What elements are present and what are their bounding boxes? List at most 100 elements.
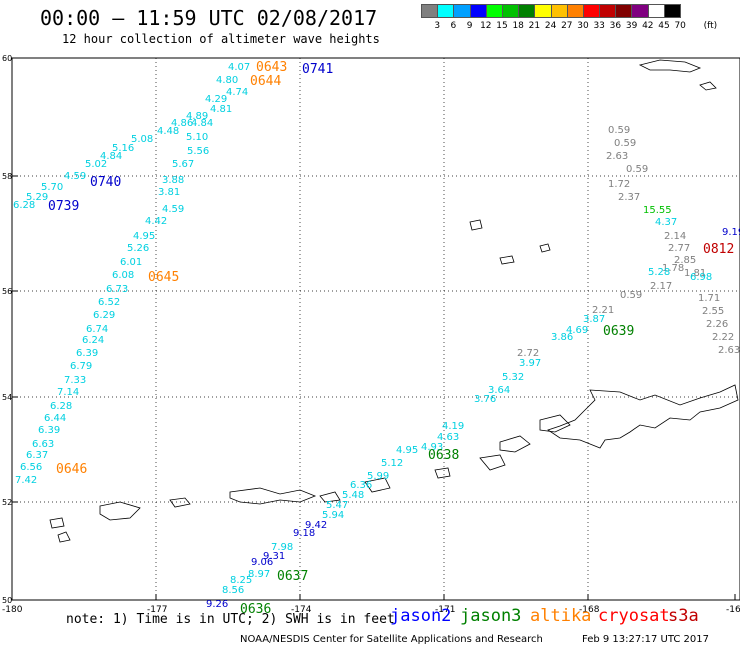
scale-label: 9 [466, 21, 473, 31]
scale-label: 42 [642, 21, 654, 31]
wave-height-label: 2.72 [517, 348, 539, 359]
wave-height-label: 6.28 [13, 200, 35, 211]
wave-height-label: 2.63 [606, 151, 628, 162]
wave-height-label: 5.32 [502, 372, 524, 383]
lon-label: -168 [579, 605, 600, 615]
wave-height-label: 4.59 [162, 204, 184, 215]
wave-height-label: 6.39 [76, 348, 98, 359]
wave-height-label: 5.47 [326, 500, 348, 511]
wave-height-label: 8.25 [230, 575, 252, 586]
wave-height-label: 9.42 [305, 520, 327, 531]
wave-height-label: 2.22 [712, 332, 734, 343]
wave-height-label: 8.97 [248, 569, 270, 580]
pass-time-label: 0812 [703, 242, 734, 257]
wave-height-label: 5.28 [648, 267, 670, 278]
wave-height-label: 6.28 [50, 401, 72, 412]
wave-height-label: 9.18 [293, 528, 315, 539]
scale-label: 30 [577, 21, 589, 31]
wave-height-label: 2.17 [650, 281, 672, 292]
lon-label: -180 [2, 605, 23, 615]
wave-height-label: 5.99 [367, 471, 389, 482]
wave-height-label: 8.56 [222, 585, 244, 596]
wave-height-label: 2.37 [618, 192, 640, 203]
satellite-jason3: jason3 [460, 606, 522, 626]
scale-label: 33 [593, 21, 605, 31]
scale-label: 27 [561, 21, 573, 31]
wave-height-label: 4.63 [437, 432, 459, 443]
lat-label: 56 [2, 287, 12, 296]
scale-label: 3 [434, 21, 441, 31]
wave-height-label: 4.69 [566, 325, 588, 336]
wave-height-label: 6.79 [70, 361, 92, 372]
wave-height-color-scale [421, 4, 681, 20]
wave-height-label: 6.37 [26, 450, 48, 461]
coastline-segment [99, 501, 141, 521]
wave-height-label: 1.81 [684, 268, 706, 279]
scale-label: 12 [480, 21, 492, 31]
footer-note: note: 1) Time is in UTC; 2) SWH is in fe… [66, 612, 395, 627]
wave-height-label: 4.89 [186, 111, 208, 122]
pass-time-label: 0643 [256, 60, 287, 75]
lat-label: 58 [2, 172, 12, 181]
wave-height-label: 4.37 [655, 217, 677, 228]
wave-height-label: 4.74 [226, 87, 248, 98]
coastline-segment [49, 517, 65, 529]
wave-height-label: 3.76 [474, 394, 496, 405]
pass-time-label: 0741 [302, 62, 333, 77]
coastline-segment [479, 454, 506, 471]
wave-height-label: 4.29 [205, 94, 227, 105]
wave-height-label: 5.02 [85, 159, 107, 170]
wave-height-label: 4.42 [145, 216, 167, 227]
wave-height-label: 5.48 [342, 490, 364, 501]
scale-label: 24 [544, 21, 557, 31]
wave-height-label: 4.80 [216, 75, 238, 86]
wave-height-label: 5.70 [41, 182, 63, 193]
pass-time-label: 0739 [48, 199, 79, 214]
wave-height-label: 6.01 [120, 257, 142, 268]
pass-time-label: 0740 [90, 175, 121, 190]
scale-unit: (ft) [703, 21, 718, 31]
scale-label: 6 [450, 21, 457, 31]
lon-label: -174 [291, 605, 312, 615]
wave-height-label: 15.55 [643, 205, 672, 216]
coastline-segment [469, 219, 483, 231]
coastline-segment [539, 414, 571, 433]
coastline [49, 59, 739, 543]
pass-time-label: 0639 [603, 324, 634, 339]
coastline-segment [169, 497, 191, 508]
coastline-segment [699, 81, 717, 91]
footer-generated-date: Feb 9 13:27:17 UTC 2017 [582, 634, 709, 645]
wave-height-label: 2.85 [674, 255, 696, 266]
wave-height-label: 2.77 [668, 243, 690, 254]
coastline-segment [57, 531, 71, 543]
wave-height-label: 0.59 [614, 138, 636, 149]
wave-height-label: 6.36 [350, 480, 372, 491]
wave-height-label: 3.81 [158, 187, 180, 198]
lon-label: -177 [147, 605, 167, 615]
scale-swatch [663, 4, 681, 18]
satellite-s3a: s3a [668, 606, 699, 626]
wave-height-label: 6.24 [82, 335, 104, 346]
wave-height-scale-labels: 3 6 9 12 15 18 21 24 27 30 33 36 39 42 45 70 (ft) [421, 21, 740, 33]
lat-lon-grid [11, 57, 740, 601]
satellite-cryosat: cryosat [598, 606, 670, 626]
wave-height-label: 2.63 [718, 345, 740, 356]
footer-credit: NOAA/NESDIS Center for Satellite Applica… [240, 634, 543, 645]
wave-height-label: 6.56 [20, 462, 42, 473]
wave-height-label: 6.39 [38, 425, 60, 436]
wave-height-label: 6.63 [32, 439, 54, 450]
wave-height-label: 6.08 [112, 270, 134, 281]
wave-height-label: 6.98 [690, 272, 712, 283]
coastline-segment [499, 435, 531, 453]
wave-height-label: 7.14 [57, 387, 79, 398]
wave-height-label: 6.44 [44, 413, 66, 424]
wave-height-label: 5.08 [131, 134, 153, 145]
wave-height-label: 3.97 [519, 358, 541, 369]
coastline-segment [319, 491, 341, 503]
wave-height-label: 5.94 [322, 510, 344, 521]
wave-height-label: 4.86 [171, 118, 193, 129]
wave-height-label: 0.59 [608, 125, 630, 136]
wave-height-label: 6.52 [98, 297, 120, 308]
wave-height-label: 5.26 [127, 243, 149, 254]
